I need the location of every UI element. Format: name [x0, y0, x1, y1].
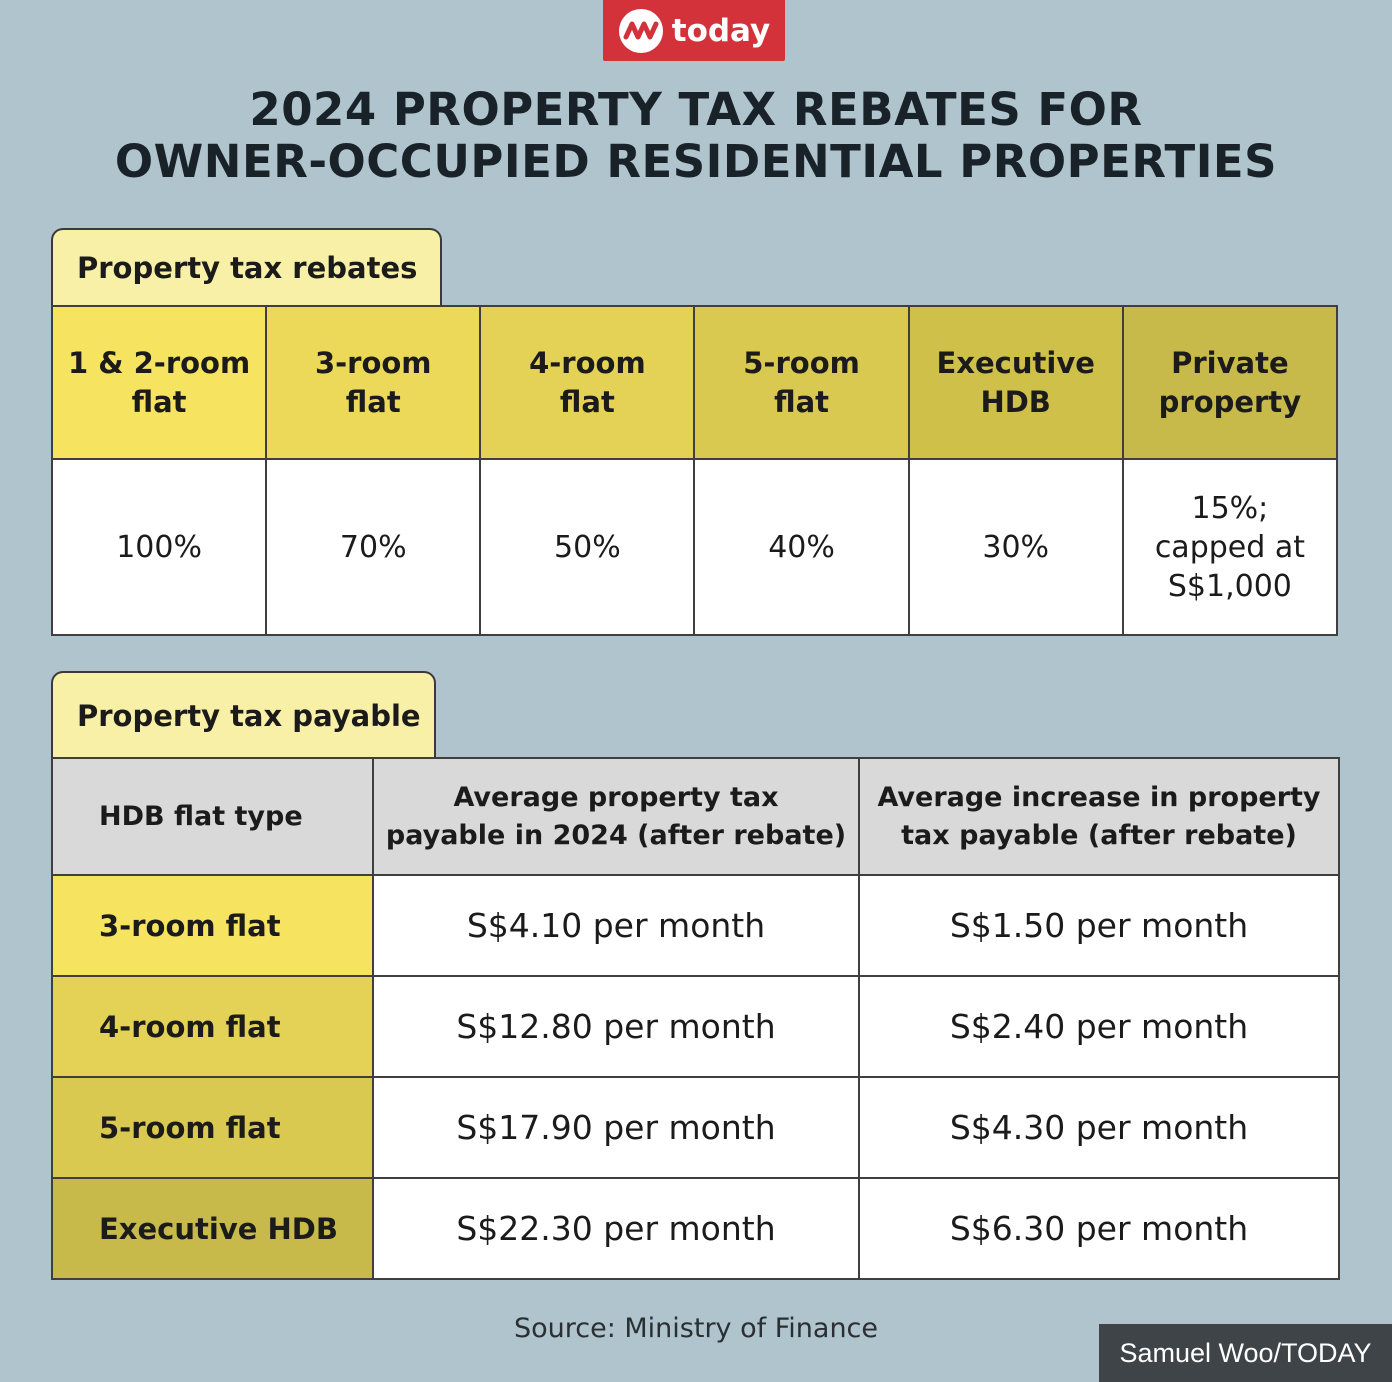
payable-table: HDB flat type Average property tax payable… — [51, 757, 1340, 1280]
rebate-header-line-0: 5-room — [743, 345, 860, 380]
rebate-value-line-0: 40% — [768, 529, 835, 565]
payable-value-cell: S$12.80 per month — [372, 975, 860, 1078]
rebate-header-cell: 4-room flat — [479, 305, 696, 460]
rebate-value-line-0: 15%; — [1191, 490, 1269, 526]
credit-badge: Samuel Woo/TODAY — [1099, 1324, 1392, 1382]
payable-row: 4-room flat S$12.80 per month S$2.40 per m… — [51, 975, 1340, 1078]
payable-row-label: 3-room flat — [51, 874, 374, 977]
payable-header-line-1: payable in 2024 (after rebate) — [385, 819, 847, 851]
rebate-header-cell: 1 & 2-room flat — [50, 305, 268, 460]
payable-row-label: Executive HDB — [51, 1177, 374, 1280]
payable-value-cell: S$4.10 per month — [372, 874, 860, 977]
page-title: 2024 PROPERTY TAX REBATES FOR OWNER-OCCU… — [0, 84, 1392, 188]
payable-value-cell: S$4.30 per month — [858, 1076, 1340, 1179]
rebate-header-cell: 3-room flat — [265, 305, 482, 460]
payable-header-cell: Average increase in property tax payable … — [858, 757, 1340, 876]
rebate-value-cell: 15%; capped at S$1,000 — [1121, 458, 1339, 636]
rebate-value-line-0: 100% — [116, 529, 202, 565]
rebate-header-line-1: flat — [345, 384, 401, 419]
rebate-header-line-1: HDB — [980, 384, 1051, 419]
payable-header-line-0: Average increase in property — [877, 781, 1321, 813]
payable-header-cell: HDB flat type — [51, 757, 374, 876]
title-line-1: 2024 PROPERTY TAX REBATES FOR — [249, 83, 1143, 136]
rebate-header-line-1: flat — [774, 384, 830, 419]
rebate-value-line-0: 70% — [339, 529, 407, 565]
payable-value-cell: S$17.90 per month — [372, 1076, 860, 1179]
rebates-value-row: 100% 70% 50% 40% 30% 15%; capped at S$1,000 — [50, 458, 1339, 636]
rebates-header-row: 1 & 2-room flat 3-room flat 4-room flat 5-room… — [50, 305, 1339, 460]
rebate-header-cell: 5-room flat — [693, 305, 910, 460]
rebate-value-cell: 70% — [265, 458, 482, 636]
rebate-header-line-0: 4-room — [529, 345, 646, 380]
rebate-value-cell: 30% — [907, 458, 1124, 636]
rebate-header-line-1: flat — [559, 384, 615, 419]
rebate-header-line-0: Private — [1171, 345, 1289, 380]
payable-header-line-0: Average property tax — [453, 781, 779, 813]
payable-row: Executive HDB S$22.30 per month S$6.30 per… — [51, 1177, 1340, 1280]
rebate-value-cell: 50% — [479, 458, 696, 636]
title-line-2: OWNER-OCCUPIED RESIDENTIAL PROPERTIES — [114, 135, 1278, 188]
payable-header-row: HDB flat type Average property tax payable… — [51, 757, 1340, 876]
rebate-value-cell: 100% — [50, 458, 268, 636]
payable-row: 5-room flat S$17.90 per month S$4.30 per m… — [51, 1076, 1340, 1179]
payable-row-label: 4-room flat — [51, 975, 374, 1078]
payable-header-line-0: HDB flat type — [99, 800, 303, 832]
rebate-header-cell: Private property — [1121, 305, 1339, 460]
rebate-header-line-1: property — [1158, 384, 1302, 419]
rebate-header-line-0: Executive — [936, 345, 1095, 380]
source-note: Source: Ministry of Finance — [513, 1313, 879, 1344]
payable-value-cell: S$6.30 per month — [858, 1177, 1340, 1280]
payable-value-cell: S$2.40 per month — [858, 975, 1340, 1078]
rebate-value-cell: 40% — [693, 458, 910, 636]
rebate-value-line-1: capped at — [1154, 529, 1305, 565]
payable-row: 3-room flat S$4.10 per month S$1.50 per mo… — [51, 874, 1340, 977]
rebate-header-line-1: flat — [131, 384, 187, 419]
payable-value-cell: S$22.30 per month — [372, 1177, 860, 1280]
today-logo: today — [603, 0, 785, 61]
payable-tab-label: Property tax payable — [51, 671, 436, 758]
rebate-value-line-2: S$1,000 — [1167, 568, 1292, 604]
payable-header-cell: Average property tax payable in 2024 (aft… — [372, 757, 860, 876]
rebate-value-line-0: 30% — [982, 529, 1050, 565]
rebate-value-line-0: 50% — [554, 529, 621, 565]
payable-row-label: 5-room flat — [51, 1076, 374, 1179]
rebate-header-line-0: 3-room — [314, 345, 432, 380]
today-logo-icon — [618, 8, 663, 53]
rebates-table: 1 & 2-room flat 3-room flat 4-room flat 5-room… — [50, 305, 1339, 636]
payable-value-cell: S$1.50 per month — [858, 874, 1340, 977]
rebates-tab-label: Property tax rebates — [51, 228, 442, 306]
rebate-header-line-0: 1 & 2-room — [67, 345, 251, 380]
rebate-header-cell: Executive HDB — [907, 305, 1124, 460]
payable-header-line-1: tax payable (after rebate) — [901, 819, 1297, 851]
logo-text: today — [671, 12, 771, 49]
